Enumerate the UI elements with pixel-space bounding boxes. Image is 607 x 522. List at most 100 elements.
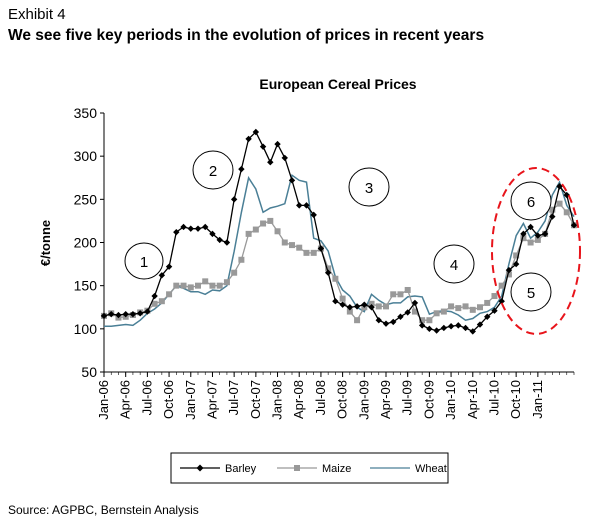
maize-point bbox=[252, 226, 259, 233]
maize-point bbox=[339, 295, 346, 302]
maize-point bbox=[151, 300, 158, 307]
maize-point bbox=[426, 317, 433, 324]
x-tick-label: Jul-06 bbox=[139, 380, 154, 415]
x-tick-label: Jan-11 bbox=[530, 380, 545, 419]
x-tick-label: Apr-06 bbox=[118, 380, 133, 419]
x-tick-label: Jan-10 bbox=[443, 380, 458, 420]
barley-point bbox=[534, 232, 542, 239]
barley-point bbox=[187, 225, 194, 232]
maize-point bbox=[534, 236, 541, 243]
period-label-6: 6 bbox=[527, 194, 535, 211]
barley-point bbox=[549, 213, 556, 220]
annotation-layer: 1 2 3 4 5 6 bbox=[124, 150, 581, 335]
period-marker-4 bbox=[433, 244, 475, 284]
y-tick-label: 250 bbox=[74, 191, 98, 207]
maize-point bbox=[433, 310, 440, 317]
maize-point bbox=[346, 308, 353, 315]
barley-point bbox=[100, 312, 108, 320]
barley-point bbox=[512, 260, 520, 268]
maize-point bbox=[419, 317, 426, 324]
exhibit-label: Exhibit 4 bbox=[8, 6, 66, 23]
barley-point bbox=[129, 310, 137, 318]
maize-point bbox=[469, 306, 476, 313]
maize-point bbox=[484, 299, 491, 306]
barley-point bbox=[346, 304, 354, 311]
x-tick-label: Jul-10 bbox=[486, 380, 501, 415]
maize-point bbox=[477, 304, 483, 311]
barley-point bbox=[259, 143, 267, 150]
barley-point bbox=[180, 223, 187, 231]
maize-point bbox=[267, 217, 274, 224]
legend: Barley Maize Wheat bbox=[170, 452, 449, 484]
maize-point bbox=[245, 230, 252, 237]
maize-point bbox=[411, 308, 418, 315]
barley-point bbox=[440, 324, 448, 332]
x-tick-label: Oct-10 bbox=[508, 380, 523, 419]
maize-point bbox=[383, 303, 389, 310]
barley-point bbox=[245, 135, 252, 143]
barley-point bbox=[122, 310, 129, 318]
barley-point bbox=[541, 230, 549, 238]
maize-point bbox=[187, 284, 194, 291]
period-marker-1 bbox=[124, 242, 164, 280]
maize-point bbox=[404, 286, 411, 293]
maize-point bbox=[209, 282, 216, 289]
barley-point bbox=[447, 323, 455, 330]
maize-point bbox=[202, 278, 209, 285]
period-label-5: 5 bbox=[527, 285, 535, 302]
barley-point bbox=[505, 266, 513, 274]
barley-point bbox=[476, 321, 484, 328]
maize-point bbox=[332, 275, 339, 282]
maize-point bbox=[158, 298, 165, 305]
barley-point bbox=[136, 310, 144, 317]
maize-point bbox=[310, 249, 317, 256]
barley-point bbox=[339, 301, 346, 308]
barley-point bbox=[570, 222, 578, 229]
barley-point bbox=[165, 263, 173, 270]
period-marker-2 bbox=[192, 150, 234, 190]
x-tick-label: Oct-09 bbox=[421, 380, 436, 419]
period-label-4: 4 bbox=[450, 257, 458, 274]
period-label-2: 2 bbox=[209, 163, 217, 180]
barley-point bbox=[115, 311, 122, 319]
maize-point bbox=[216, 282, 223, 289]
barley-point bbox=[390, 318, 397, 326]
barley-point bbox=[404, 309, 411, 316]
x-tick-label: Jul-07 bbox=[226, 380, 241, 415]
barley-point bbox=[173, 228, 180, 236]
x-tick-label: Jan-09 bbox=[356, 380, 371, 420]
barley-point bbox=[223, 239, 231, 246]
maize-point bbox=[281, 239, 288, 246]
barley-point bbox=[411, 299, 419, 307]
barley-point bbox=[296, 202, 303, 209]
barley-point bbox=[418, 322, 426, 329]
maize-point bbox=[520, 235, 527, 242]
barley-point bbox=[353, 303, 361, 310]
series-layer bbox=[100, 128, 578, 335]
maize-point bbox=[556, 200, 563, 207]
y-tick-label: 50 bbox=[81, 364, 97, 380]
y-tick-label: 350 bbox=[74, 105, 98, 121]
legend-label-barley: Barley bbox=[225, 463, 257, 475]
maize-point bbox=[527, 239, 534, 246]
barley-point bbox=[433, 327, 440, 334]
x-tick-label: Jan-08 bbox=[270, 380, 285, 420]
barley-point bbox=[267, 159, 274, 166]
maize-point bbox=[238, 256, 245, 263]
maize-point bbox=[440, 308, 447, 315]
period-marker-6 bbox=[510, 181, 552, 221]
barley-point bbox=[144, 308, 151, 315]
maize-point bbox=[274, 228, 281, 235]
maize-point bbox=[260, 220, 267, 227]
y-tick-label: 100 bbox=[74, 321, 98, 337]
x-tick-label: Apr-08 bbox=[291, 380, 306, 419]
legend-label-wheat: Wheat bbox=[415, 463, 447, 475]
maize-point bbox=[166, 291, 173, 298]
highlight-ellipse bbox=[491, 167, 581, 335]
maize-point bbox=[195, 282, 201, 289]
barley-point bbox=[158, 272, 166, 279]
barley-point bbox=[491, 307, 498, 314]
barley-point bbox=[426, 325, 433, 333]
barley-point bbox=[332, 298, 339, 305]
